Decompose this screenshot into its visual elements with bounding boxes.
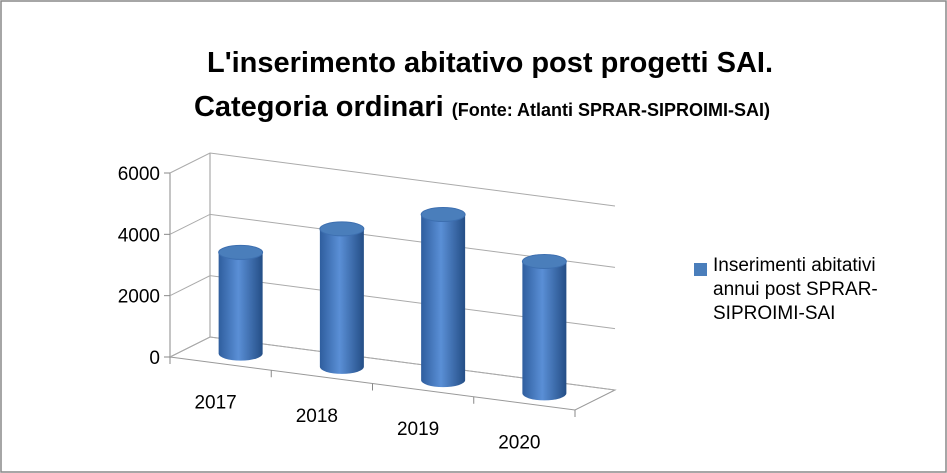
y-tick-label: 0 (149, 348, 160, 369)
chart-title: L'inserimento abitativo post progetti SA… (207, 47, 773, 79)
bar-body (319, 228, 364, 374)
grid-line (169, 152, 616, 207)
x-tick-label: 2020 (498, 432, 540, 453)
bar (420, 207, 466, 388)
subtitle: (Fonte: Atlanti SPRAR-SIPROIMI-SAI) (452, 100, 770, 120)
legend-label: Inserimenti abitativi annui post SPRAR-S… (713, 255, 878, 324)
x-tick-label: 2018 (296, 406, 338, 427)
grid-line (169, 213, 616, 268)
bar-body (421, 214, 466, 388)
x-tick-label: 2017 (194, 393, 236, 414)
chart-title-line2: Categoria ordinari (Fonte: Atlanti SPRAR-… (194, 91, 770, 123)
grid-line (169, 275, 616, 330)
bar-top (319, 221, 365, 237)
y-tick-label: 4000 (118, 225, 160, 246)
grid-line (169, 336, 616, 391)
bar-body (522, 261, 567, 401)
bar (319, 221, 365, 374)
bar-top (420, 207, 466, 223)
bar (218, 244, 264, 361)
bar-body (218, 252, 263, 361)
title-line2: Categoria ordinari (194, 91, 444, 123)
x-tick-label: 2019 (397, 419, 439, 440)
bar-top (218, 244, 264, 260)
bar (521, 254, 567, 401)
y-tick-label: 6000 (118, 164, 160, 185)
legend-swatch (694, 263, 707, 276)
y-tick-label: 2000 (118, 287, 160, 308)
bar-top (521, 254, 567, 270)
